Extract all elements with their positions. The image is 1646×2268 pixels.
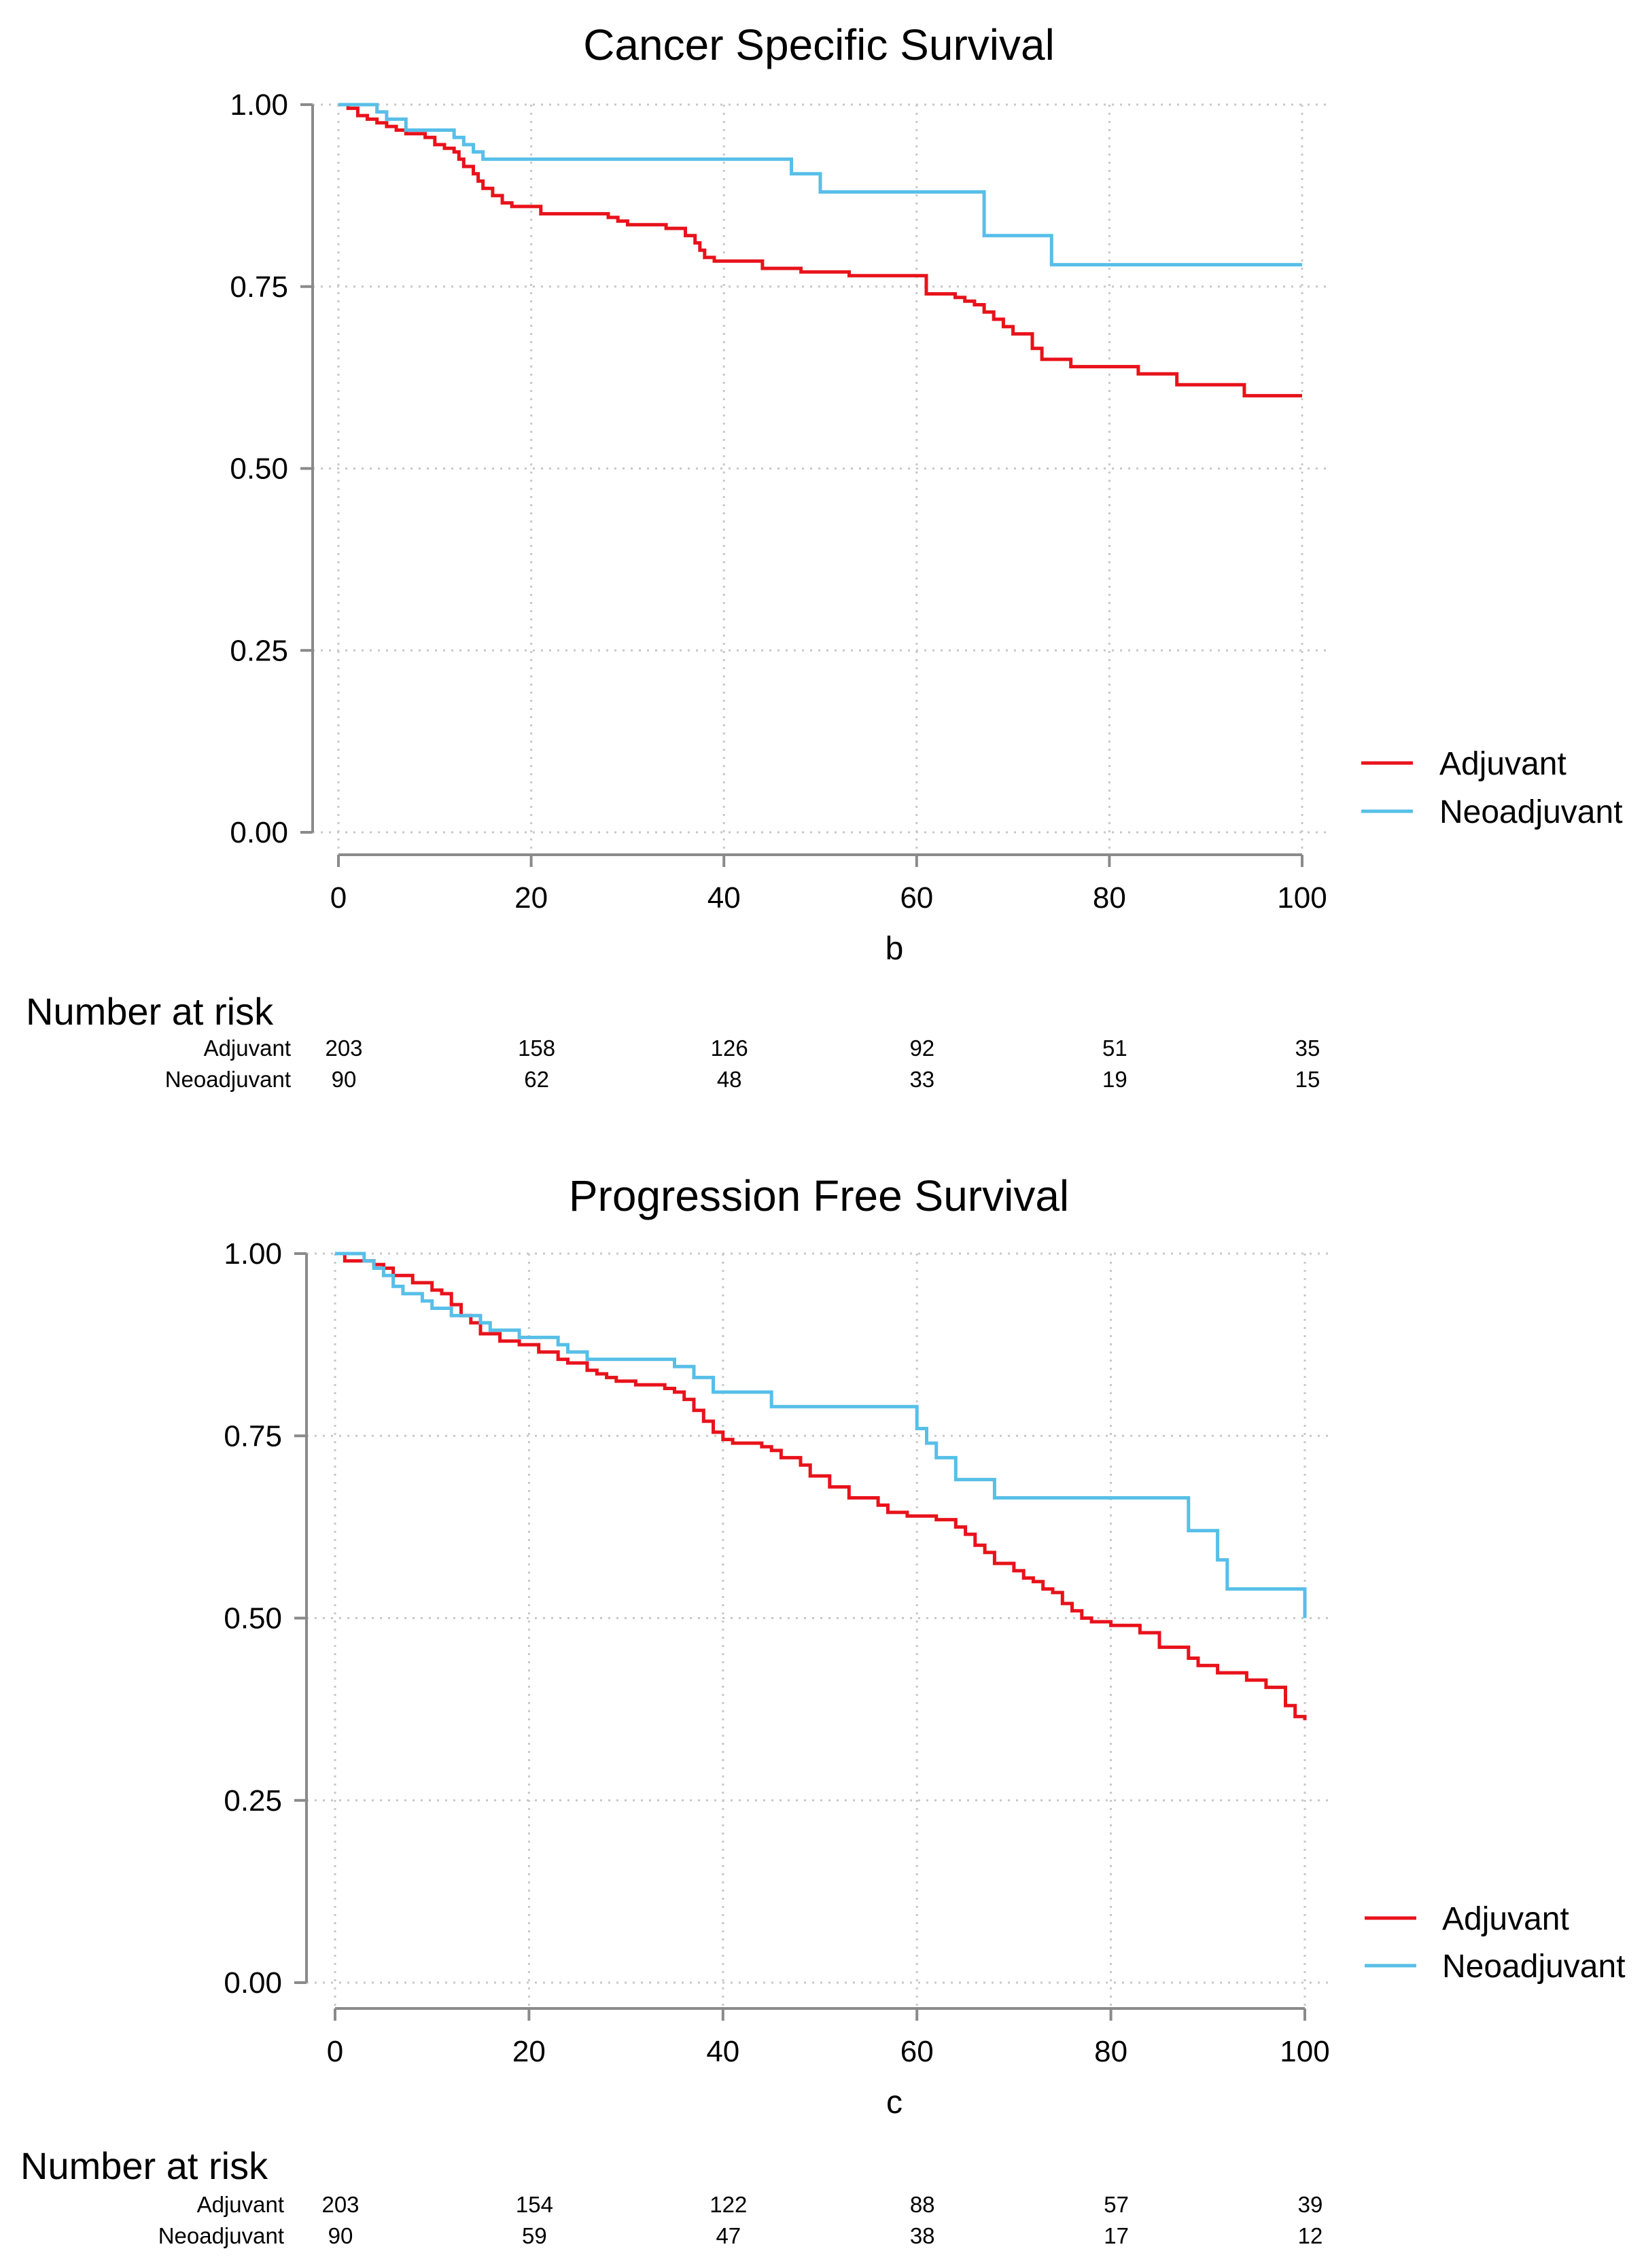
x-tick-label: 40: [707, 881, 741, 915]
legend-label-neoadjuvant: Neoadjuvant: [1439, 794, 1623, 830]
x-tick-label: 80: [1094, 2035, 1127, 2068]
risk-value: 57: [1104, 2192, 1129, 2217]
x-tick-label: 100: [1277, 881, 1327, 915]
risk-row-label: Adjuvant: [197, 2192, 284, 2217]
x-tick-label: 100: [1280, 2035, 1329, 2068]
risk-value: 35: [1295, 1035, 1320, 1061]
x-tick-label: 0: [330, 881, 347, 915]
y-tick-label: 0.25: [224, 1784, 282, 1818]
risk-value: 38: [910, 2223, 935, 2248]
risk-value: 92: [909, 1035, 934, 1061]
risk-value: 203: [321, 2192, 359, 2217]
risk-value: 33: [909, 1067, 934, 1092]
y-tick-label: 1.00: [230, 88, 288, 122]
risk-row-label: Adjuvant: [204, 1035, 291, 1061]
chart-title: Progression Free Survival: [569, 1171, 1069, 1220]
risk-value: 126: [711, 1035, 748, 1061]
y-tick-label: 0.25: [230, 634, 288, 667]
x-tick-label: 20: [514, 881, 548, 915]
x-axis-label: b: [886, 931, 904, 967]
x-tick-label: 60: [900, 2035, 934, 2068]
x-tick-label: 0: [327, 2035, 343, 2068]
y-tick-label: 1.00: [224, 1237, 282, 1271]
risk-value: 47: [716, 2223, 741, 2248]
x-tick-label: 80: [1093, 881, 1126, 915]
series-line-neoadjuvant: [338, 103, 1302, 267]
y-tick-label: 0.75: [224, 1419, 282, 1453]
risk-value: 59: [522, 2223, 547, 2248]
legend-label-adjuvant: Adjuvant: [1439, 746, 1566, 782]
risk-row-label: Neoadjuvant: [158, 2223, 284, 2248]
risk-value: 12: [1298, 2223, 1323, 2248]
series-line-neoadjuvant: [335, 1252, 1307, 1618]
y-tick-label: 0.00: [224, 1966, 282, 2000]
legend: Adjuvant Neoadjuvant: [1365, 1901, 1626, 1985]
x-tick-label: 60: [900, 881, 933, 915]
progression-free-survival-panel: Progression Free Survival 0.00 0.25 0.50 0.…: [20, 1171, 1626, 2248]
series-line-adjuvant: [335, 1252, 1307, 1720]
x-tick-label: 40: [706, 2035, 739, 2068]
y-tick-label: 0.75: [230, 270, 288, 304]
risk-value: 203: [325, 1035, 362, 1061]
risk-value: 51: [1102, 1035, 1127, 1061]
risk-value: 48: [717, 1067, 742, 1092]
y-tick-label: 0.00: [230, 816, 288, 849]
risk-value: 39: [1298, 2192, 1323, 2217]
number-at-risk-table: Number at risk Adjuvant Neoadjuvant 203 1…: [26, 990, 1320, 1092]
series-line-adjuvant: [338, 103, 1302, 397]
y-tick-label: 0.50: [224, 1602, 282, 1635]
risk-value: 158: [518, 1035, 555, 1061]
legend: Adjuvant Neoadjuvant: [1361, 746, 1623, 830]
y-tick-label: 0.50: [230, 453, 288, 486]
number-at-risk-title: Number at risk: [26, 990, 274, 1033]
risk-value: 154: [516, 2192, 553, 2217]
risk-value: 88: [910, 2192, 935, 2217]
risk-value: 90: [332, 1067, 357, 1092]
chart-title: Cancer Specific Survival: [583, 20, 1055, 69]
x-axis-label: c: [886, 2085, 903, 2121]
number-at-risk-table: Number at risk Adjuvant Neoadjuvant 203 1…: [20, 2144, 1323, 2248]
risk-value: 122: [710, 2192, 747, 2217]
number-at-risk-title: Number at risk: [20, 2144, 268, 2187]
risk-value: 90: [328, 2223, 353, 2248]
risk-value: 62: [524, 1067, 549, 1092]
legend-label-adjuvant: Adjuvant: [1442, 1901, 1569, 1937]
risk-value: 19: [1102, 1067, 1127, 1092]
legend-label-neoadjuvant: Neoadjuvant: [1442, 1949, 1626, 1985]
risk-row-label: Neoadjuvant: [165, 1067, 291, 1092]
risk-value: 15: [1295, 1067, 1320, 1092]
cancer-specific-survival-panel: Cancer Specific Survival 0.00 0.25 0.50 0.7…: [26, 20, 1623, 1092]
x-tick-label: 20: [512, 2035, 546, 2068]
risk-value: 17: [1104, 2223, 1129, 2248]
